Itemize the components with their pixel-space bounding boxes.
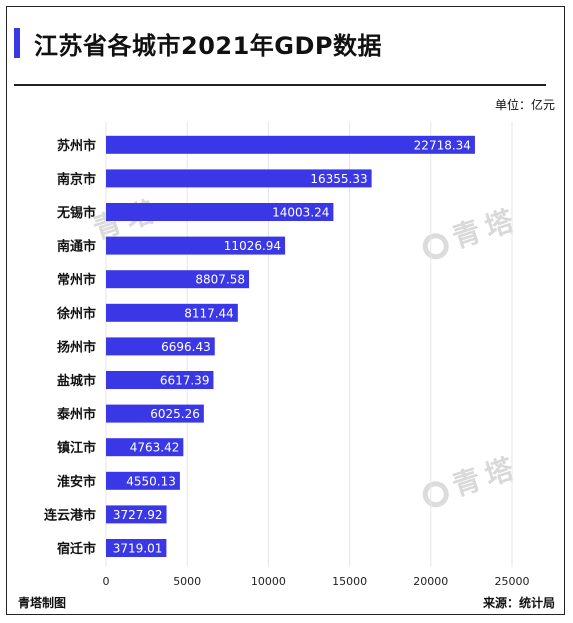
- bar: [106, 135, 475, 154]
- bar: [106, 169, 372, 188]
- bar: [106, 337, 215, 356]
- category-label: 宿迁市: [57, 541, 96, 557]
- category-label: 淮安市: [56, 474, 96, 490]
- data-label: 16355.33: [310, 172, 367, 186]
- x-tick-label: 5000: [173, 575, 201, 588]
- x-tick-label: 0: [103, 575, 110, 588]
- x-tick-label: 10000: [251, 575, 286, 588]
- category-label: 徐州市: [56, 306, 96, 322]
- x-tick-label: 25000: [495, 575, 530, 588]
- category-label: 常州市: [57, 272, 96, 288]
- bar: [106, 270, 250, 289]
- x-tick-label: 15000: [332, 575, 367, 588]
- bar: [106, 539, 167, 557]
- category-label: 扬州市: [57, 339, 96, 355]
- category-label: 镇江市: [57, 440, 96, 456]
- data-label: 4763.42: [130, 441, 180, 455]
- category-label: 盐城市: [57, 373, 96, 389]
- page-title: 江苏省各城市2021年GDP数据: [34, 32, 383, 60]
- unit-label: 单位：亿元: [494, 98, 555, 112]
- data-label: 3727.92: [113, 508, 163, 522]
- data-label: 22718.34: [414, 138, 471, 152]
- title-accent-bar: [14, 28, 20, 58]
- bar: [106, 438, 184, 457]
- bar: [106, 203, 334, 221]
- category-label: 泰州市: [56, 407, 96, 423]
- footer-credit: 青塔制图: [18, 596, 67, 610]
- bar: [106, 404, 204, 423]
- category-label: 南京市: [57, 171, 96, 187]
- bar: [106, 505, 167, 524]
- data-label: 4550.13: [126, 474, 176, 488]
- data-label: 3719.01: [113, 542, 163, 556]
- data-label: 6696.43: [161, 340, 211, 354]
- footer-source: 来源：统计局: [482, 596, 555, 610]
- category-label: 连云港市: [44, 507, 96, 523]
- category-label: 无锡市: [56, 205, 96, 221]
- data-label: 8807.58: [195, 273, 245, 287]
- data-label: 11026.94: [224, 239, 281, 253]
- category-label: 苏州市: [57, 138, 96, 154]
- bar: [106, 236, 286, 255]
- title-divider: [14, 84, 546, 86]
- chart-frame: [6, 6, 565, 615]
- category-label: 南通市: [57, 239, 96, 255]
- x-tick-label: 20000: [413, 575, 448, 588]
- bar: [106, 303, 238, 322]
- data-label: 8117.44: [184, 306, 234, 320]
- data-label: 14003.24: [272, 206, 329, 220]
- bar: [106, 471, 180, 490]
- data-label: 6025.26: [150, 407, 200, 421]
- data-label: 6617.39: [160, 374, 210, 388]
- bar: [106, 371, 214, 389]
